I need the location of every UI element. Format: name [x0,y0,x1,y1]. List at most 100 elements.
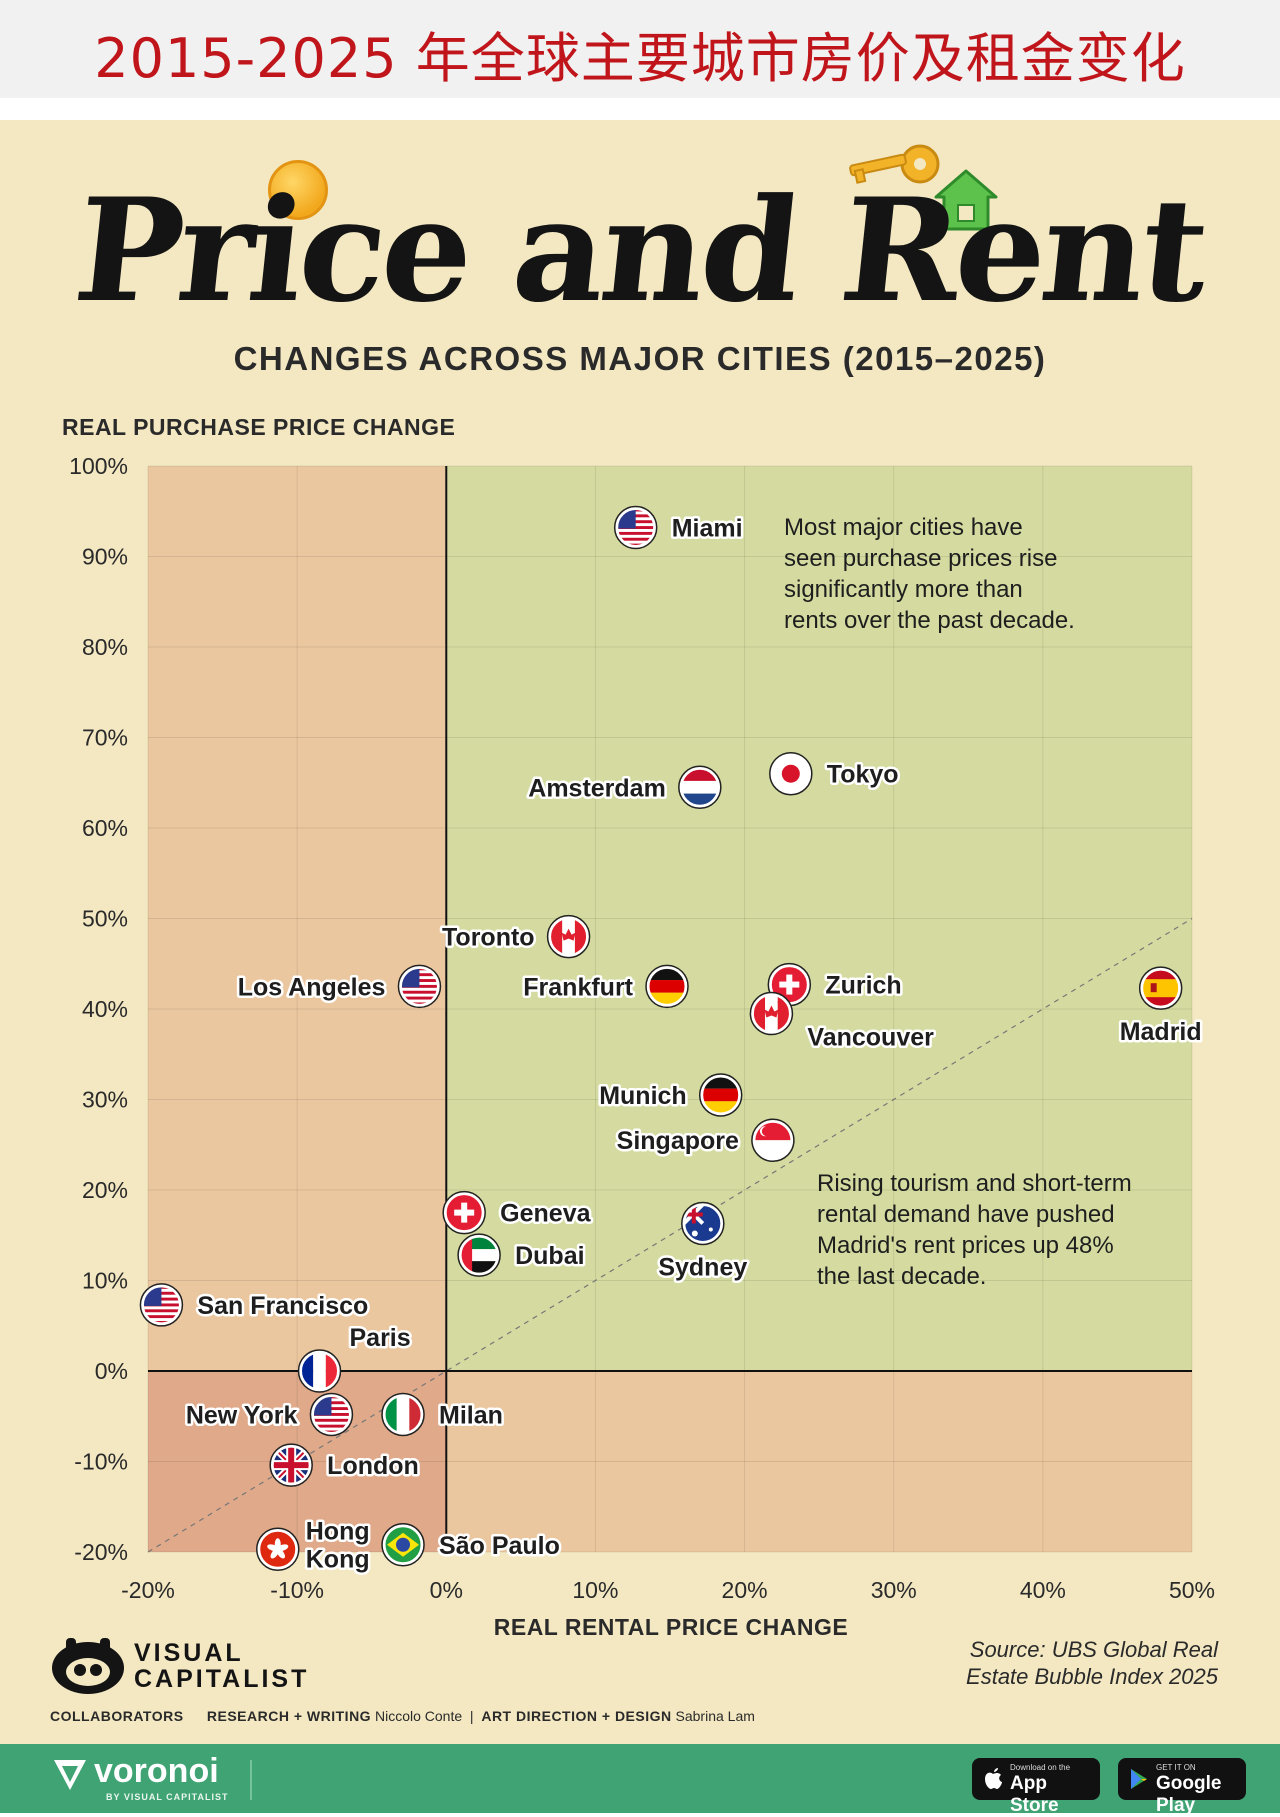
source-line-1: Source: UBS Global Real [969,1637,1218,1662]
source-line-2: Estate Bubble Index 2025 [966,1664,1218,1689]
marker-paris [297,1349,342,1393]
city-label: Paris [350,1324,411,1352]
research-name: Niccolo Conte [374,1708,463,1724]
top-banner: 2015-2025 年全球主要城市房价及租金变化 [0,0,1280,98]
design-label: ART DIRECTION + DESIGN [481,1708,672,1724]
marker-sydney [681,1201,725,1246]
city-label: Miami [672,515,743,543]
annotation-madrid-line: Madrid's rent prices up 48% [817,1232,1114,1259]
city-label: Vancouver [807,1024,934,1052]
singapore-flag-icon [753,1121,792,1160]
voronoi-wordmark: voronoi [94,1752,219,1790]
banner-title: 2015-2025 年全球主要城市房价及租金变化 [94,27,1186,90]
city-label: Toronto [442,924,535,952]
marker-amsterdam [678,765,722,810]
city-label: Kong [306,1545,370,1573]
key-icon [849,144,940,184]
city-label: Frankfurt [523,973,633,1001]
city-label: Zurich [825,972,901,1000]
city-label: Hong [306,1517,370,1545]
marker-madrid [1138,966,1183,1010]
city-label: Munich [599,1082,687,1110]
google-play-button[interactable]: GET IT ON Google Play [1118,1758,1246,1816]
y-tick-label: -10% [74,1449,128,1475]
google-play-small-text: GET IT ON [1156,1763,1196,1772]
x-tick-label: 50% [1169,1577,1215,1603]
marker-san-francisco [139,1283,184,1327]
marker-los-angeles [397,964,442,1009]
city-label: Milan [439,1401,503,1429]
quadrant-price-down-rent-up [446,1371,1192,1552]
marker-dubai [457,1233,501,1277]
credits: COLLABORATORS RESEARCH + WRITING Niccolo… [50,1708,755,1724]
y-tick-label: 90% [82,544,128,570]
y-tick-label: 70% [82,725,128,751]
marker-geneva [442,1190,486,1235]
x-tick-label: -10% [270,1577,324,1603]
y-tick-label: 40% [82,996,128,1022]
app-store-button[interactable]: Download on the App Store [972,1758,1100,1816]
annotation-top-line: significantly more than [784,576,1023,603]
x-tick-label: 20% [722,1577,768,1603]
source-note: Source: UBS Global Real Estate Bubble In… [966,1636,1218,1690]
city-label: São Paulo [439,1532,560,1560]
annotation-madrid-line: rental demand have pushed [817,1201,1115,1228]
marker-vancouver [749,991,794,1036]
annotation-top: Most major cities have seen purchase pri… [784,512,1075,636]
city-label: Madrid [1120,1018,1202,1046]
annotation-madrid-line: Rising tourism and short-term [817,1170,1132,1197]
annotation-madrid: Rising tourism and short-term rental dem… [817,1168,1132,1292]
credits-separator: | [469,1708,474,1724]
marker-s-o-paulo [381,1523,425,1567]
marker-toronto [546,914,591,959]
voronoi-logo-icon [54,1760,86,1790]
city-label: Los Angeles [238,973,386,1001]
voronoi-subtitle: BY VISUAL CAPITALIST [106,1792,229,1802]
house-keychain-icon [934,169,998,231]
x-tick-label: 30% [871,1577,917,1603]
x-tick-label: 0% [430,1577,463,1603]
city-label: Geneva [500,1200,591,1228]
marker-tokyo [769,751,813,796]
y-tick-label: 30% [82,1087,128,1113]
marker-milan [381,1392,425,1437]
x-axis-label: REAL RENTAL PRICE CHANGE [493,1614,849,1640]
city-label: Dubai [515,1242,584,1270]
city-label: Sydney [658,1253,747,1281]
x-tick-label: -20% [121,1577,175,1603]
reference-line-y-equals-x [147,917,1193,1553]
subtitle: CHANGES ACROSS MAJOR CITIES (2015–2025) [233,340,1047,377]
coin-icon [268,160,328,220]
city-label: London [327,1452,419,1480]
y-tick-label: 60% [82,815,128,841]
marker-new-york [309,1392,354,1437]
city-label: New York [186,1401,298,1429]
city-label: San Francisco [197,1292,368,1320]
x-tick-label: 40% [1020,1577,1066,1603]
annotation-top-line: rents over the past decade. [784,607,1075,634]
y-tick-label: 80% [82,634,128,660]
annotation-top-line: Most major cities have [784,514,1023,541]
y-tick-label: 100% [69,453,128,479]
annotation-madrid-line: the last decade. [817,1263,987,1290]
marker-london [269,1443,313,1487]
visual-capitalist-wordmark: VISUAL CAPITALIST [134,1640,309,1692]
footer-divider [250,1760,252,1800]
app-store-label: App Store [1010,1773,1059,1816]
logo-line-2: CAPITALIST [134,1665,310,1693]
y-tick-label: 50% [82,906,128,932]
marker-singapore [751,1118,795,1162]
y-tick-label: 10% [82,1268,128,1294]
city-label: Tokyo [827,761,899,789]
marker-miami [613,505,658,550]
google-play-label: Google Play [1156,1773,1222,1816]
x-tick-label: 10% [572,1577,618,1603]
quadrant-price-up-rent-down [148,466,447,1371]
apple-icon [985,1768,1002,1789]
visual-capitalist-logo-icon [52,1638,124,1694]
annotation-top-line: seen purchase prices rise [784,545,1058,572]
marker-hong-kong [256,1527,300,1572]
y-axis-label: REAL PURCHASE PRICE CHANGE [62,414,456,440]
y-tick-label: 0% [95,1358,128,1384]
